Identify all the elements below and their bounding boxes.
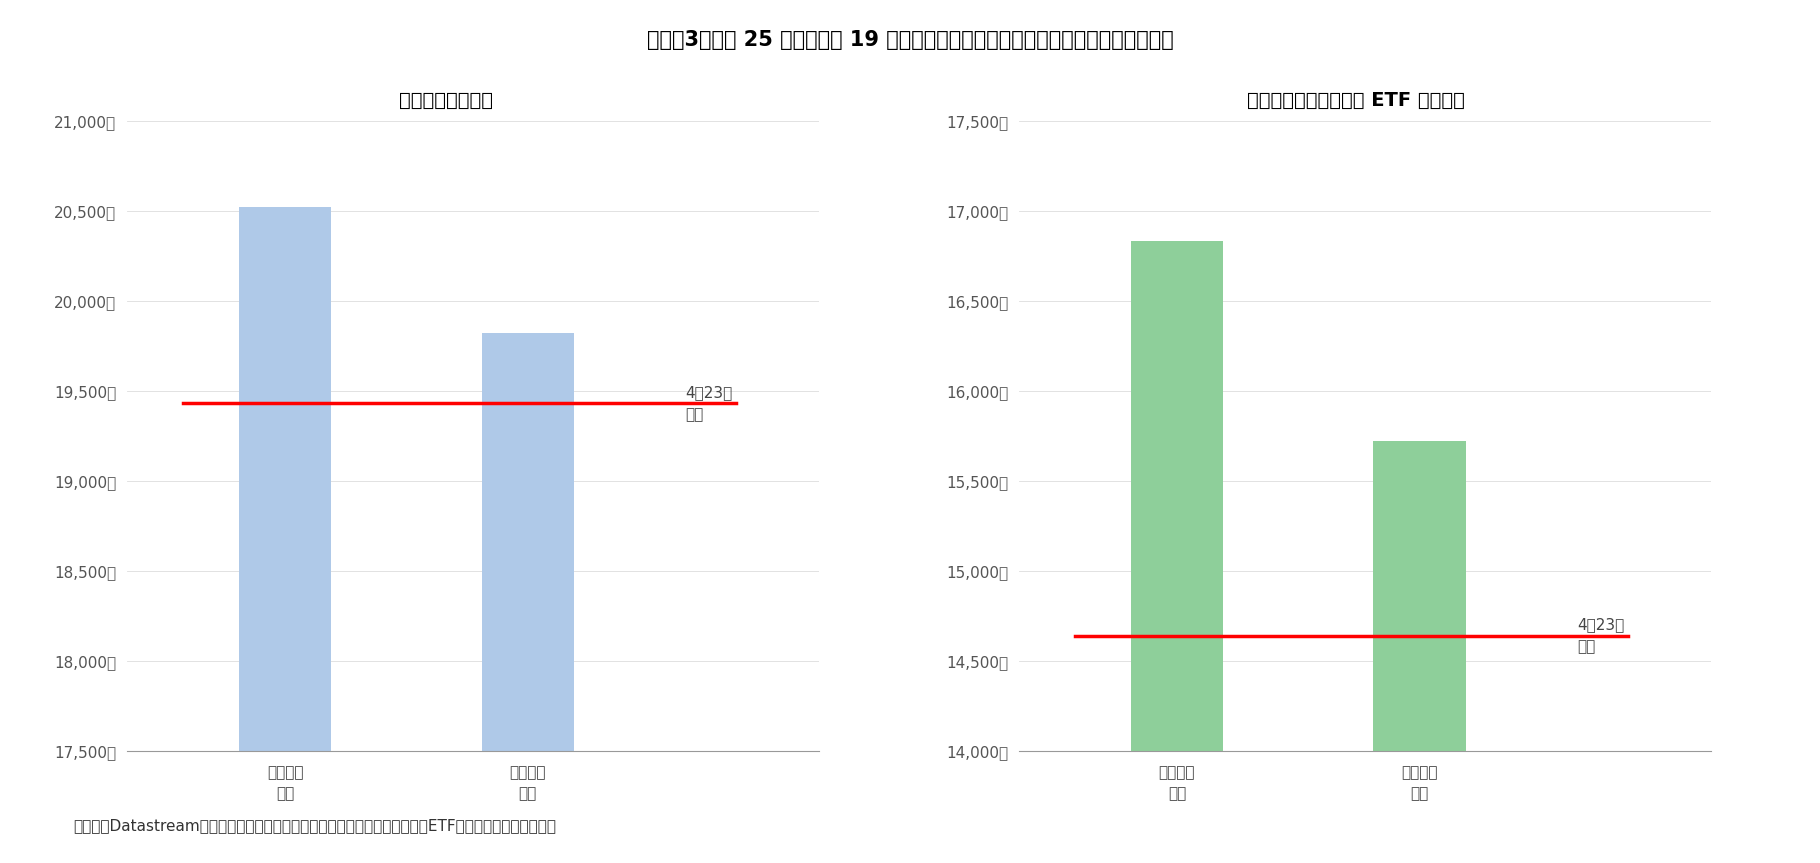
Bar <box>238 207 331 751</box>
Bar <box>1130 242 1223 751</box>
Bar <box>482 333 573 751</box>
Text: ＜日経レバレッジ指数 ETF の株価＞: ＜日経レバレッジ指数 ETF の株価＞ <box>1247 91 1465 110</box>
Text: ＜日経平均株価＞: ＜日経平均株価＞ <box>399 91 493 110</box>
Bar <box>1374 441 1465 751</box>
Text: 【図表3】２月 25 日から３月 19 日までの期間の平均投資株価と単純平均株価の比較: 【図表3】２月 25 日から３月 19 日までの期間の平均投資株価と単純平均株価… <box>646 30 1174 50</box>
Text: 4月23日
終値: 4月23日 終値 <box>686 385 733 422</box>
Text: （資料）Datastreamから作成。平均投賄株価は、ともに日経レバレッジ指数ETFの増加株数の加重平均。: （資料）Datastreamから作成。平均投賄株価は、ともに日経レバレッジ指数E… <box>73 818 555 833</box>
Text: 4月23日
終値: 4月23日 終値 <box>1578 617 1625 654</box>
